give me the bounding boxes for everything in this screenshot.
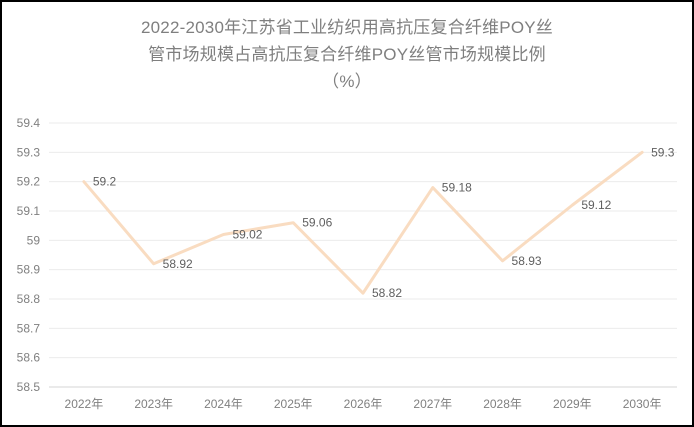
data-point-label: 58.92 <box>163 257 193 271</box>
y-axis-tick-label: 58.6 <box>17 351 41 365</box>
y-axis-tick-label: 58.5 <box>17 380 41 394</box>
x-axis-category-label: 2022年 <box>65 397 104 411</box>
data-point-label: 59.2 <box>93 175 117 189</box>
data-point-label: 58.93 <box>512 254 542 268</box>
x-axis-category-label: 2023年 <box>134 397 173 411</box>
x-axis-category-label: 2026年 <box>344 397 383 411</box>
chart-title-line-2: 管市场规模占高抗压复合纤维POY丝管市场规模比例 <box>148 45 546 64</box>
data-point-label: 58.82 <box>372 286 402 300</box>
data-point-label: 59.12 <box>581 198 611 212</box>
chart-title-line-3: （%） <box>322 72 372 91</box>
data-point-label: 59.06 <box>302 216 332 230</box>
x-axis-category-label: 2030年 <box>623 397 662 411</box>
x-axis-category-label: 2027年 <box>413 397 452 411</box>
x-axis-category-label: 2024年 <box>204 397 243 411</box>
y-axis-tick-label: 58.9 <box>17 263 41 277</box>
chart-title: 2022-2030年江苏省工业纺织用高抗压复合纤维POY丝 管市场规模占高抗压复… <box>2 14 692 95</box>
y-axis-tick-label: 59.1 <box>17 204 41 218</box>
data-point-label: 59.3 <box>651 145 675 159</box>
series-line <box>82 150 644 295</box>
y-axis-tick-label: 58.7 <box>17 321 41 335</box>
x-axis-category-label: 2028年 <box>483 397 522 411</box>
y-axis-tick-label: 59.2 <box>17 175 41 189</box>
data-point-label: 59.18 <box>442 181 472 195</box>
y-axis-tick-label: 59.3 <box>17 145 41 159</box>
data-point-label: 59.02 <box>232 227 262 241</box>
x-axis-category-label: 2025年 <box>274 397 313 411</box>
y-axis-tick-label: 58.8 <box>17 292 41 306</box>
x-axis-category-label: 2029年 <box>553 397 592 411</box>
chart-title-line-1: 2022-2030年江苏省工业纺织用高抗压复合纤维POY丝 <box>141 18 553 37</box>
y-axis-tick-label: 59.4 <box>17 116 41 130</box>
y-axis-tick-label: 59 <box>27 233 41 247</box>
